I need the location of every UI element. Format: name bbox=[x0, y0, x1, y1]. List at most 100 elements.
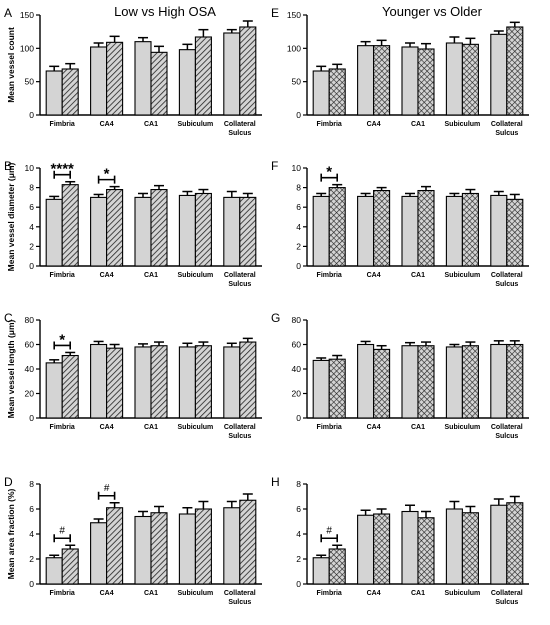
bar-group1 bbox=[90, 343, 108, 419]
bar-group2 bbox=[239, 26, 257, 116]
significance-bracket bbox=[53, 534, 71, 543]
bar-group1 bbox=[134, 346, 152, 419]
x-tick-label: CA1 bbox=[411, 121, 425, 128]
bar-group2 bbox=[150, 189, 168, 267]
bar-group2 bbox=[194, 508, 212, 585]
y-tick-label: 50 bbox=[292, 77, 302, 87]
x-tick-label: Subiculum bbox=[178, 590, 214, 597]
y-tick-label: 4 bbox=[29, 529, 34, 539]
bar-group1 bbox=[490, 194, 508, 267]
x-tick-label: CA4 bbox=[367, 272, 381, 279]
significance-bracket bbox=[97, 491, 116, 500]
y-tick-label: 6 bbox=[29, 504, 34, 514]
x-tick-label: Fimbria bbox=[50, 424, 75, 431]
x-tick-label: Subiculum bbox=[445, 424, 481, 431]
panel-label: F bbox=[271, 159, 278, 173]
x-tick-label: Subiculum bbox=[178, 424, 214, 431]
bar-group2 bbox=[239, 499, 257, 585]
y-tick-label: 0 bbox=[296, 579, 301, 589]
x-tick-label: Subiculum bbox=[445, 272, 481, 279]
bar-group1 bbox=[357, 195, 375, 267]
bar-group1 bbox=[357, 45, 375, 116]
x-tick-label: Fimbria bbox=[317, 590, 342, 597]
bar-group2 bbox=[506, 198, 524, 267]
bar-group1 bbox=[223, 32, 241, 116]
y-axis-label: Mean vessel length (μm) bbox=[6, 319, 16, 418]
y-tick-label: 0 bbox=[296, 413, 301, 423]
y-tick-label: 4 bbox=[296, 529, 301, 539]
significance-bracket bbox=[320, 534, 338, 543]
significance-bracket bbox=[320, 173, 338, 182]
bar-group1 bbox=[490, 343, 508, 419]
significance-bracket bbox=[53, 341, 71, 350]
bar-group2 bbox=[328, 187, 346, 267]
bar-group2 bbox=[373, 189, 391, 267]
significance-marker: # bbox=[59, 525, 65, 536]
significance-marker: # bbox=[326, 525, 332, 536]
y-tick-label: 0 bbox=[29, 261, 34, 271]
x-tick-label: CA4 bbox=[367, 424, 381, 431]
bar-group2 bbox=[373, 513, 391, 585]
y-tick-label: 2 bbox=[29, 241, 34, 251]
bar-group2 bbox=[506, 26, 524, 116]
y-tick-label: 8 bbox=[296, 479, 301, 489]
x-tick-label: CA4 bbox=[100, 424, 114, 431]
x-tick-label: CA1 bbox=[411, 272, 425, 279]
bar-group2 bbox=[194, 345, 212, 419]
bar-group2 bbox=[194, 192, 212, 267]
bar-group1 bbox=[490, 504, 508, 585]
bar-group1 bbox=[312, 557, 330, 585]
y-tick-label: 0 bbox=[296, 110, 301, 120]
y-tick-label: 150 bbox=[287, 10, 301, 20]
y-tick-label: 8 bbox=[29, 479, 34, 489]
y-tick-label: 40 bbox=[25, 364, 35, 374]
bar-group2 bbox=[150, 345, 168, 419]
x-tick-label: Fimbria bbox=[50, 272, 75, 279]
panel-E: E 0 50 100 150 Fimbria CA4 CA1 Subiculum Collater… bbox=[271, 6, 529, 137]
bar-group1 bbox=[312, 195, 330, 267]
bar-group1 bbox=[357, 514, 375, 585]
bar-group1 bbox=[45, 198, 63, 267]
y-tick-label: 20 bbox=[25, 389, 35, 399]
x-tick-label: CA1 bbox=[411, 424, 425, 431]
bar-group2 bbox=[61, 184, 79, 267]
x-tick-label: Collateral Sulcus bbox=[491, 121, 523, 137]
bar-group2 bbox=[61, 548, 79, 585]
bar-group1 bbox=[357, 343, 375, 419]
x-tick-label: Fimbria bbox=[50, 590, 75, 597]
x-tick-label: Fimbria bbox=[317, 121, 342, 128]
x-tick-label: Collateral Sulcus bbox=[224, 590, 256, 606]
bar-group1 bbox=[401, 510, 419, 585]
panel-label: H bbox=[271, 475, 280, 489]
panel-label: G bbox=[271, 311, 280, 325]
x-tick-label: CA4 bbox=[367, 121, 381, 128]
y-tick-label: 150 bbox=[20, 10, 34, 20]
y-tick-label: 4 bbox=[29, 222, 34, 232]
significance-marker: * bbox=[59, 331, 65, 348]
bar-group2 bbox=[106, 189, 124, 267]
y-tick-label: 6 bbox=[296, 504, 301, 514]
y-tick-label: 2 bbox=[29, 554, 34, 564]
x-tick-label: Collateral Sulcus bbox=[224, 424, 256, 440]
bar-group1 bbox=[178, 49, 196, 116]
y-tick-label: 10 bbox=[292, 163, 302, 173]
panel-label: C bbox=[4, 311, 13, 325]
bar-group2 bbox=[61, 354, 79, 419]
bar-group2 bbox=[461, 345, 479, 419]
bar-group1 bbox=[90, 46, 108, 116]
y-tick-label: 100 bbox=[20, 43, 34, 53]
y-tick-label: 80 bbox=[25, 315, 35, 325]
bar-group1 bbox=[134, 41, 152, 116]
bar-group1 bbox=[45, 362, 63, 419]
bar-group2 bbox=[328, 548, 346, 585]
bar-group2 bbox=[61, 68, 79, 116]
panel-label: A bbox=[4, 6, 12, 20]
x-tick-label: Fimbria bbox=[317, 272, 342, 279]
bar-group2 bbox=[239, 341, 257, 419]
x-tick-label: Collateral Sulcus bbox=[491, 590, 523, 606]
x-tick-label: CA1 bbox=[144, 424, 158, 431]
